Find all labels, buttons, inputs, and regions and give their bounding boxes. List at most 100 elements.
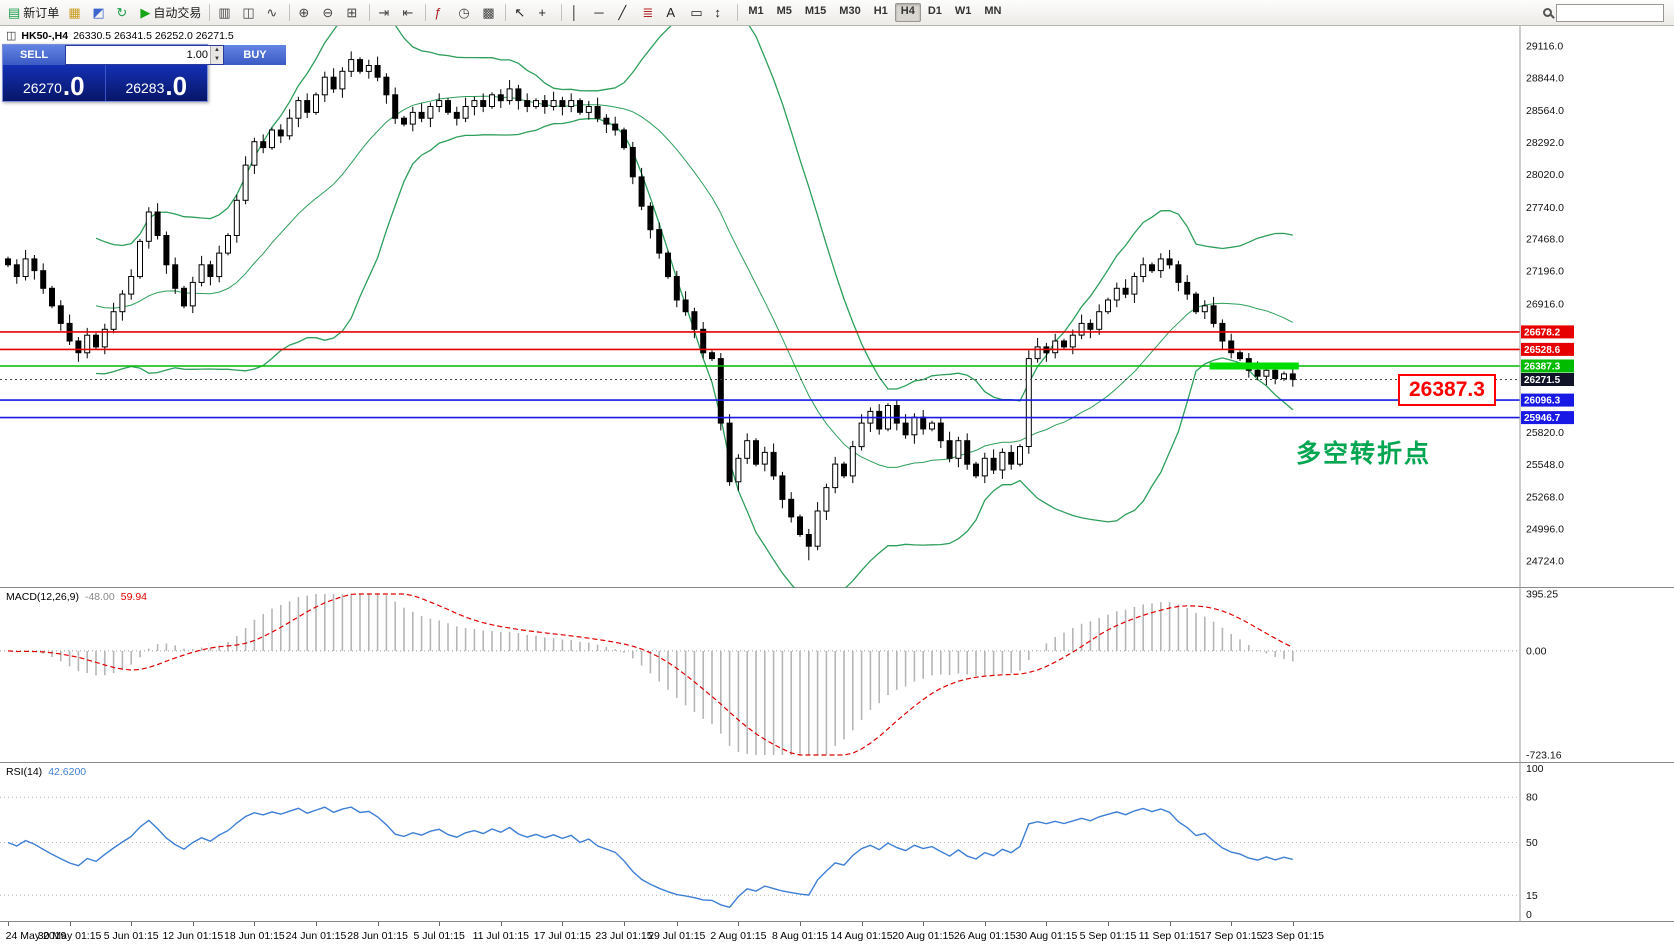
timeframe-mn-button[interactable]: MN — [984, 5, 1002, 17]
line-chart-mode-icon: ∿ — [266, 5, 278, 20]
bar-chart-mode-button[interactable]: ▥ — [214, 2, 237, 24]
macd-canvas[interactable]: 395.25 0.00 -723.16 — [0, 588, 1674, 763]
indicators-button[interactable]: ƒ — [430, 2, 453, 24]
text-tool-button[interactable]: A — [662, 2, 685, 24]
volume-down-button[interactable]: ▼ — [211, 55, 223, 64]
volume-spinner: ▲ ▼ — [210, 46, 223, 64]
time-label: 2 Aug 01:15 — [710, 930, 767, 942]
refresh-button[interactable]: ↻ — [112, 2, 135, 24]
label-tool-button[interactable]: ▭ — [686, 2, 709, 24]
horizontal-line-button[interactable]: ─ — [590, 2, 613, 24]
price-tag: 26096.3 — [1521, 393, 1574, 407]
tile-windows-icon: ⊞ — [346, 5, 358, 20]
new-order-button[interactable]: ▤ 新订单 — [4, 2, 63, 24]
svg-text:26096.3: 26096.3 — [1524, 396, 1561, 407]
buy-price: 26283 — [125, 80, 165, 96]
arrows-tool-button[interactable]: ↕ — [710, 2, 733, 24]
fibonacci-button[interactable]: ≣ — [638, 2, 661, 24]
search-input[interactable] — [1556, 3, 1664, 22]
buy-button[interactable]: 26283 .0 — [105, 65, 207, 101]
time-tick — [676, 922, 678, 926]
time-label: 30 Aug 01:15 — [1015, 930, 1078, 942]
line-chart-mode-button[interactable]: ∿ — [262, 2, 285, 24]
timeframe-d1-button[interactable]: D1 — [927, 5, 942, 17]
chart-shift-icon: ⇤ — [402, 5, 414, 20]
time-label: 28 Jun 01:15 — [347, 930, 408, 942]
arrows-tool-icon: ↕ — [714, 5, 721, 20]
price-tick: 25820.0 — [1526, 427, 1564, 439]
crosshair-button[interactable]: + — [534, 2, 557, 24]
periods-button[interactable]: ◷ — [454, 2, 477, 24]
macd-name: MACD(12,26,9) — [6, 591, 79, 603]
time-tick — [1046, 922, 1048, 926]
auto-scroll-icon: ⇥ — [378, 5, 390, 20]
vertical-line-button[interactable]: │ — [566, 2, 589, 24]
time-tick — [254, 922, 256, 926]
candle-wicks — [7, 51, 1294, 561]
buy-price-fraction: .0 — [165, 71, 188, 101]
zoom-out-button[interactable]: ⊖ — [318, 2, 341, 24]
profiles-icon: ◩ — [92, 5, 105, 20]
zoom-out-icon: ⊖ — [322, 5, 334, 20]
periods-icon: ◷ — [458, 5, 470, 20]
macd-tick: -723.16 — [1526, 750, 1562, 762]
svg-text:26678.2: 26678.2 — [1524, 327, 1561, 338]
volume-up-button[interactable]: ▲ — [211, 46, 223, 55]
timeframe-m15-button[interactable]: M15 — [804, 5, 827, 17]
text-tool-icon: A — [666, 5, 675, 20]
toolbar: ▤ 新订单 ▦ ◩ ↻ ▶ 自动交易 ▥ ◫ ∿ ⊕ ⊖ ⊞ ⇥ ⇤ ƒ ◷ ▩ ↖ + │ ─ ╱ ≣ A ▭ ↕ M1 M5 M15 M… — [0, 0, 1674, 26]
sell-header[interactable]: SELL — [3, 45, 65, 65]
chart-shift-button[interactable]: ⇤ — [398, 2, 421, 24]
timeframe-m1-button[interactable]: M1 — [748, 5, 764, 17]
auto-scroll-button[interactable]: ⇥ — [374, 2, 397, 24]
price-tick: 24724.0 — [1526, 556, 1564, 568]
open-chart-button[interactable]: ▦ — [64, 2, 87, 24]
price-tick: 29116.0 — [1526, 41, 1563, 53]
sell-button[interactable]: 26270 .0 — [3, 65, 106, 101]
zoom-in-button[interactable]: ⊕ — [294, 2, 317, 24]
tile-windows-button[interactable]: ⊞ — [342, 2, 365, 24]
time-label: 23 Sep 01:15 — [1261, 930, 1325, 942]
time-tick — [800, 922, 801, 926]
thick-green-level-segment[interactable] — [1209, 362, 1299, 370]
timeframe-m5-button[interactable]: M5 — [776, 5, 792, 17]
volume-input[interactable] — [66, 46, 210, 64]
profiles-button[interactable]: ◩ — [88, 2, 111, 24]
macd-panel[interactable]: 395.25 0.00 -723.16 MACD(12,26,9) -48.00 5… — [0, 588, 1674, 763]
svg-text:26271.5: 26271.5 — [1524, 375, 1561, 386]
rsi-line — [7, 806, 1293, 909]
price-callout-label[interactable]: 26387.3 — [1398, 373, 1496, 406]
time-axis[interactable]: 24 May 2019 30 May 01:15 5 Jun 01:15 12 Jun… — [0, 922, 1674, 952]
cursor-button[interactable]: ↖ — [510, 2, 533, 24]
rsi-canvas[interactable]: 100 80 50 15 0 — [0, 763, 1674, 922]
price-tick: 27740.0 — [1526, 202, 1564, 214]
rsi-tick: 80 — [1526, 792, 1538, 804]
time-tick — [861, 922, 863, 926]
vertical-line-icon: │ — [570, 5, 579, 20]
time-label: 14 Aug 01:15 — [830, 930, 893, 942]
bar-chart-mode-icon: ▥ — [218, 5, 231, 20]
time-label: 24 May 2019 — [5, 930, 67, 942]
timeframe-h1-button[interactable]: H1 — [873, 5, 888, 17]
bollinger-upper — [95, 26, 1293, 402]
macd-tick: 395.25 — [1526, 589, 1558, 601]
time-label: 23 Jul 01:15 — [595, 930, 653, 942]
symbol-ohlc: 26330.5 26341.5 26252.0 26271.5 — [73, 29, 234, 42]
candlestick-mode-button[interactable]: ◫ — [238, 2, 261, 24]
auto-trading-button[interactable]: ▶ 自动交易 — [136, 2, 205, 24]
price-chart-canvas[interactable]: 29116.0 28844.0 28564.0 28292.0 28020.0 27740… — [0, 26, 1674, 588]
rsi-panel[interactable]: 100 80 50 15 0 RSI(14) 42.6200 — [0, 763, 1674, 922]
timeframe-w1-button[interactable]: W1 — [954, 5, 972, 17]
main-chart-panel[interactable]: 29116.0 28844.0 28564.0 28292.0 28020.0 27740… — [0, 26, 1674, 588]
timeframe-m30-button[interactable]: M30 — [839, 5, 861, 17]
buy-header[interactable]: BUY — [224, 45, 286, 65]
trendline-button[interactable]: ╱ — [614, 2, 637, 24]
rsi-tick: 100 — [1526, 763, 1544, 775]
price-tick: 27196.0 — [1526, 266, 1564, 278]
symbol-info: ◫ HK50-,H4 26330.5 26341.5 26252.0 26271… — [6, 29, 234, 43]
templates-button[interactable]: ▩ — [478, 2, 501, 24]
price-tag: 25946.7 — [1521, 411, 1574, 425]
timeframe-h4-button[interactable]: H4 — [894, 3, 921, 22]
turning-point-annotation[interactable]: 多空转折点 — [1296, 440, 1432, 468]
